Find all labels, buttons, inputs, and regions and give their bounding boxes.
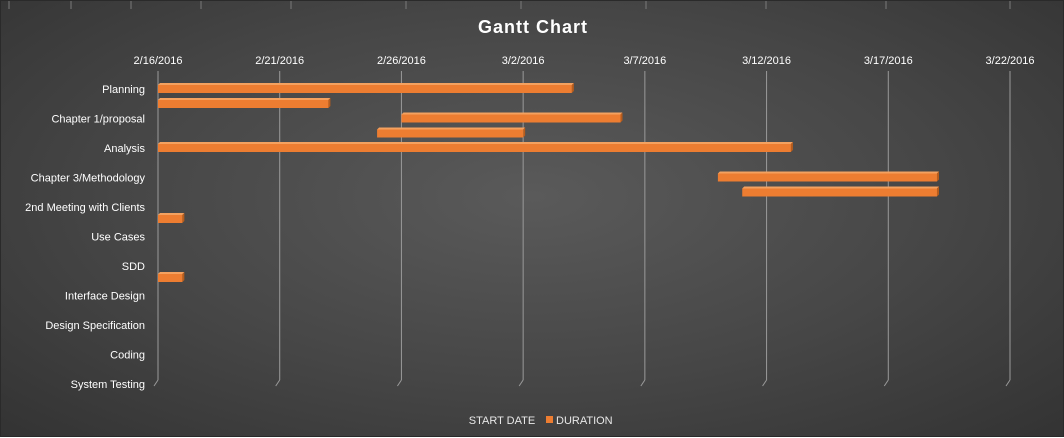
bar-side-face xyxy=(936,186,939,197)
bar-side-face xyxy=(936,171,939,182)
gantt-bar xyxy=(158,142,793,152)
bar-front-face xyxy=(158,274,183,282)
x-tick-label: 2/26/2016 xyxy=(377,55,426,67)
bar-front-face xyxy=(742,188,937,197)
category-label: System Testing xyxy=(71,379,145,391)
gridline-foot xyxy=(1005,379,1011,387)
gridlines xyxy=(153,71,1011,387)
x-tick-label: 2/21/2016 xyxy=(255,55,304,67)
gridline-foot xyxy=(275,379,281,387)
gridline-foot xyxy=(883,379,889,387)
bar-side-face xyxy=(182,213,185,223)
bar-front-face xyxy=(401,114,621,123)
category-label: 2nd Meeting with Clients xyxy=(25,202,145,214)
bar-top-face xyxy=(377,127,526,130)
x-axis-ticks: 2/16/2016 2/21/2016 2/26/2016 3/2/2016 3/7/2… xyxy=(134,55,1035,67)
category-label: Chapter 1/proposal xyxy=(51,114,145,126)
bars xyxy=(158,83,939,282)
bar-side-face xyxy=(571,83,574,93)
legend: START DATE DURATION xyxy=(469,415,613,427)
y-axis-categories: Planning Chapter 1/proposal Analysis Chapte… xyxy=(25,84,145,391)
gantt-bar xyxy=(158,213,185,223)
category-label: Interface Design xyxy=(65,291,145,303)
gantt-bar xyxy=(158,98,331,108)
gantt-bar xyxy=(377,127,526,138)
bar-top-face xyxy=(158,83,574,85)
legend-label-duration: DURATION xyxy=(556,415,613,427)
category-label: Planning xyxy=(102,84,145,96)
gridline-foot xyxy=(762,379,767,387)
gridline-foot xyxy=(153,379,159,387)
x-tick-label: 3/12/2016 xyxy=(742,55,791,67)
bar-side-face xyxy=(328,98,331,108)
bar-top-face xyxy=(158,213,185,215)
category-label: Design Specification xyxy=(45,320,145,332)
category-label: Coding xyxy=(110,350,145,362)
gridline-foot xyxy=(518,379,524,387)
category-label: SDD xyxy=(122,261,145,273)
x-tick-label: 3/2/2016 xyxy=(502,55,545,67)
chart-title: Gantt Chart xyxy=(478,17,588,37)
gantt-bar xyxy=(717,171,939,182)
bar-side-face xyxy=(790,142,793,152)
x-tick-label: 3/17/2016 xyxy=(864,55,913,67)
bar-side-face xyxy=(182,272,185,282)
gantt-bar xyxy=(158,83,574,93)
x-tick-label: 3/22/2016 xyxy=(986,55,1035,67)
bar-side-face xyxy=(523,127,526,138)
bar-top-face xyxy=(401,112,623,115)
bar-top-face xyxy=(158,142,793,144)
gantt-bar xyxy=(158,272,185,282)
bar-top-face xyxy=(717,171,939,174)
legend-label-start-date: START DATE xyxy=(469,415,535,427)
top-gridlines xyxy=(8,1,1011,9)
gridline-foot xyxy=(640,379,646,387)
legend-swatch-duration xyxy=(546,416,553,423)
category-label: Analysis xyxy=(104,143,145,155)
bar-top-face xyxy=(158,98,331,100)
bar-top-face xyxy=(742,186,939,189)
x-tick-label: 3/7/2016 xyxy=(623,55,666,67)
bar-top-face xyxy=(158,272,185,274)
bar-front-face xyxy=(158,85,572,93)
x-tick-label: 2/16/2016 xyxy=(134,55,183,67)
bar-side-face xyxy=(620,112,623,123)
bar-front-face xyxy=(158,100,329,108)
bar-front-face xyxy=(158,144,791,152)
gantt-bar xyxy=(742,186,939,197)
gantt-bar xyxy=(401,112,623,123)
category-label: Chapter 3/Methodology xyxy=(31,173,146,185)
bar-front-face xyxy=(717,173,937,182)
category-label: Use Cases xyxy=(91,232,145,244)
bar-front-face xyxy=(158,215,183,223)
gridline-foot xyxy=(397,379,402,387)
bar-front-face xyxy=(377,129,524,138)
